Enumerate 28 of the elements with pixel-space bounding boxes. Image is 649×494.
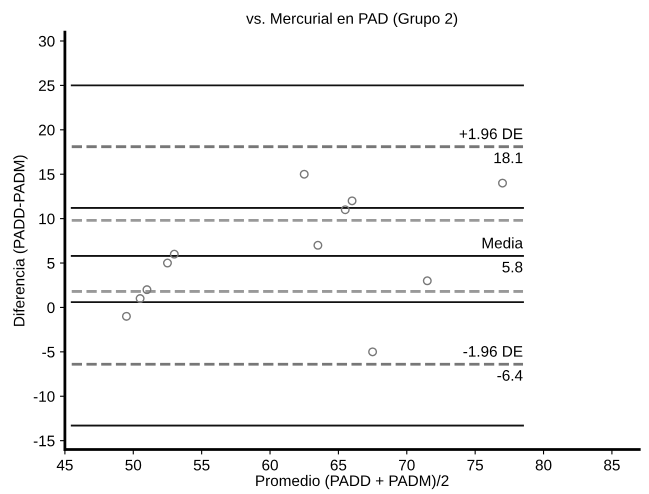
y-axis-title: Diferencia (PADD-PADM): [13, 155, 28, 326]
y-tick-label: 20: [38, 124, 55, 136]
y-tick-label: 15: [39, 169, 55, 180]
x-tick-label: 85: [604, 460, 620, 470]
x-tick-label: 50: [125, 460, 142, 470]
y-tick-label: -10: [34, 391, 55, 402]
x-tick-label: 70: [399, 460, 415, 470]
x-tick-label: 80: [536, 460, 552, 470]
x-tick-label: 45: [56, 460, 73, 470]
y-tick-label: -15: [34, 436, 55, 446]
y-tick-label: 30: [38, 36, 55, 47]
y-tick-label: 25: [38, 80, 55, 92]
x-tick-label: 60: [262, 460, 278, 470]
annotation: -6.4: [497, 370, 523, 381]
y-tick-label: 5: [47, 258, 55, 269]
annotation: 5.8: [502, 262, 522, 272]
y-tick-label: 0: [47, 302, 55, 314]
annotation: Media: [482, 237, 524, 248]
annotation: +1.96 DE: [460, 128, 522, 140]
x-tick-label: 55: [194, 460, 210, 470]
x-tick-label: 75: [467, 460, 484, 470]
y-tick-label: 10: [39, 213, 55, 224]
annotation: -1.96 DE: [463, 346, 522, 357]
x-tick-label: 65: [330, 460, 346, 470]
annotation: 18.1: [494, 152, 522, 164]
y-tick-label: -5: [42, 346, 55, 358]
x-axis-title: Promedio (PADD + PADM)/2: [256, 474, 448, 490]
chart-title: vs. Mercurial en PAD (Grupo 2): [246, 12, 458, 27]
